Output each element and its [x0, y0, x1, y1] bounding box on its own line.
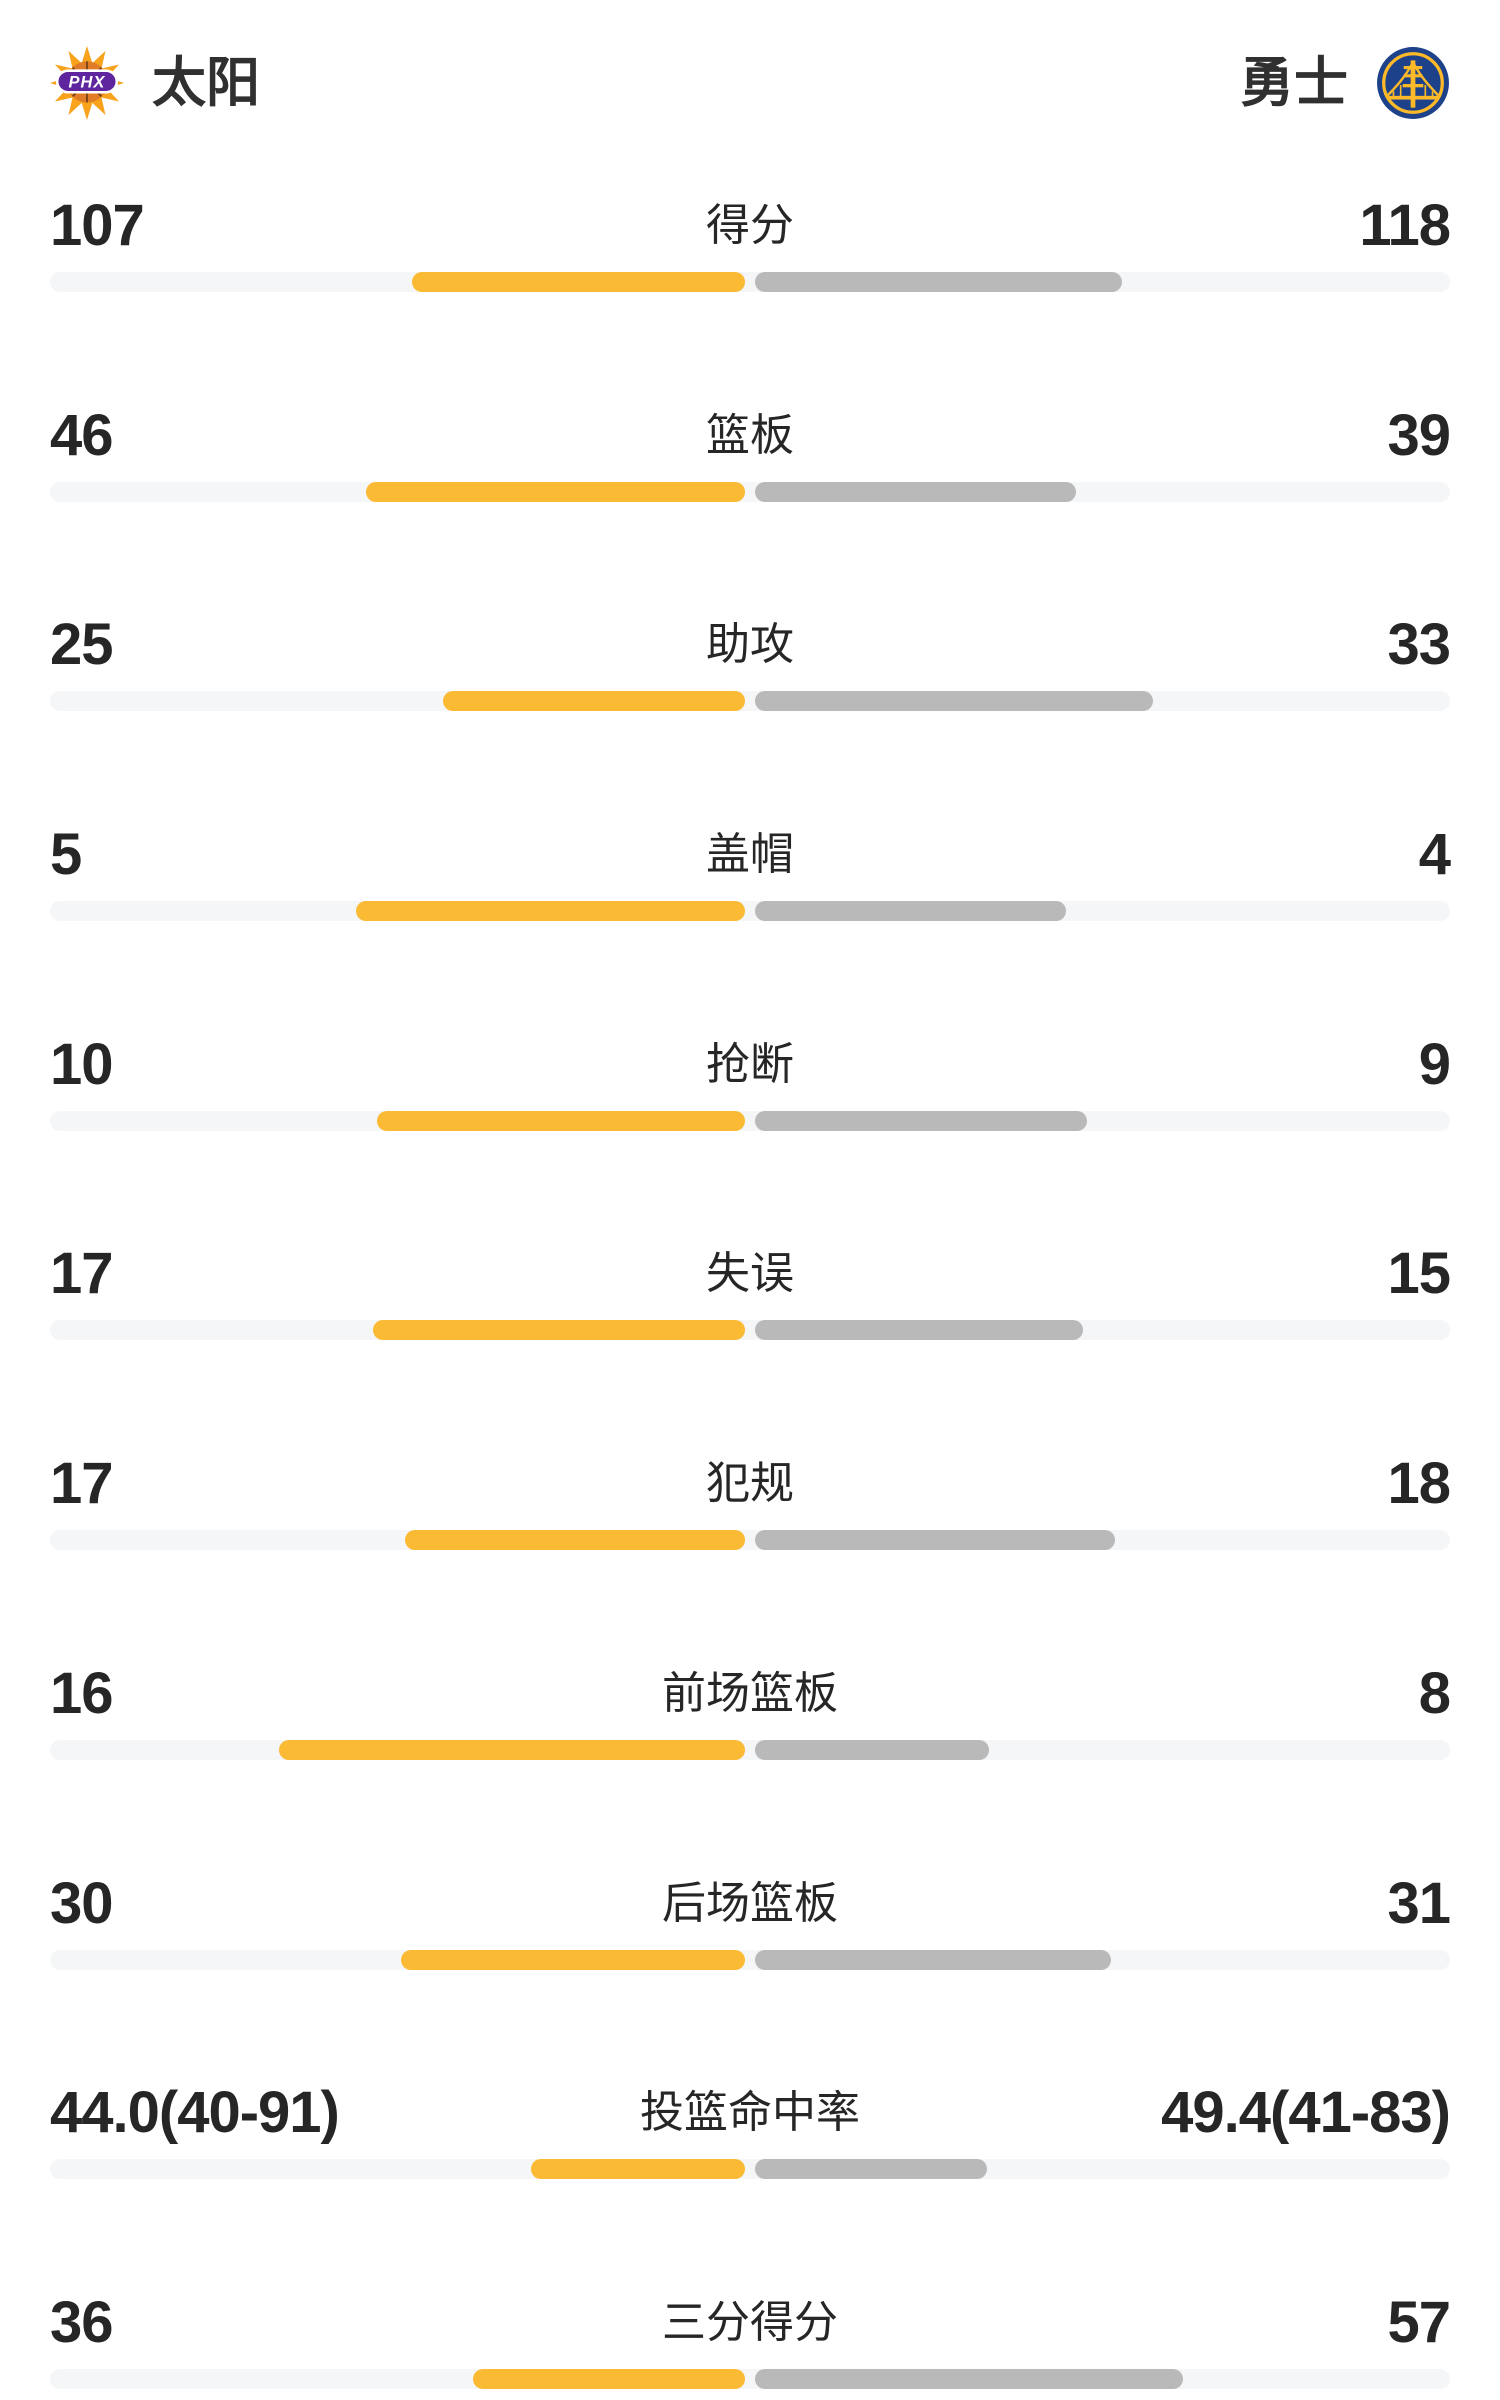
team-away[interactable]: 勇士 — [1240, 46, 1450, 120]
home-value: 10 — [50, 1031, 114, 1097]
stat-top: 36 三分得分 57 — [50, 2289, 1451, 2355]
home-value: 36 — [50, 2289, 114, 2355]
stat-label: 犯规 — [706, 1459, 794, 1509]
home-bar — [404, 1530, 745, 1551]
stat-top: 107 得分 118 — [50, 193, 1451, 258]
team-home[interactable]: PHX 太阳 — [50, 46, 260, 120]
home-value: 107 — [50, 193, 145, 258]
bar-track — [50, 272, 1450, 292]
away-bar — [755, 2159, 988, 2180]
stat-top: 25 助攻 33 — [50, 612, 1451, 678]
away-value: 15 — [1387, 1241, 1451, 1307]
bar-track — [50, 2159, 1450, 2180]
away-value: 18 — [1387, 1451, 1451, 1517]
stat-label: 盖帽 — [706, 830, 794, 880]
stat-row-fg-pct: 44.0(40-91) 投篮命中率 49.4(41-83) — [50, 2080, 1451, 2243]
home-bar — [473, 2368, 745, 2389]
away-bar — [755, 481, 1076, 502]
away-value: 49.4(41-83) — [1161, 2080, 1451, 2146]
away-bar — [755, 1949, 1111, 1970]
away-bar — [755, 1110, 1087, 1131]
home-value: 30 — [50, 1870, 114, 1936]
bar-track — [50, 1530, 1450, 1551]
stat-label: 失误 — [706, 1249, 794, 1299]
home-team-name: 太阳 — [152, 53, 260, 113]
home-bar — [372, 1320, 745, 1341]
away-bar — [755, 1739, 989, 1760]
stat-label: 后场篮板 — [662, 1878, 838, 1928]
bar-track — [50, 1110, 1450, 1131]
away-value: 9 — [1418, 1031, 1451, 1097]
stat-row-rebounds: 46 篮板 39 — [50, 402, 1451, 566]
bar-track — [50, 691, 1450, 712]
home-bar — [442, 691, 745, 712]
home-bar — [400, 1949, 745, 1970]
stat-label: 助攻 — [706, 620, 794, 670]
away-value: 33 — [1387, 612, 1451, 678]
suns-logo-icon: PHX — [50, 46, 124, 120]
stat-row-three-pt-points: 36 三分得分 57 — [50, 2289, 1451, 2400]
home-bar — [411, 272, 745, 292]
stats-list: 107 得分 118 46 篮板 39 25 助攻 — [0, 196, 1500, 2400]
stat-row-defensive-rebounds: 30 后场篮板 31 — [50, 1870, 1451, 2034]
stat-label: 得分 — [706, 201, 794, 250]
stat-row-fouls: 17 犯规 18 — [50, 1451, 1451, 1614]
bar-track — [50, 2368, 1450, 2389]
stat-label: 篮板 — [706, 410, 794, 460]
svg-text:PHX: PHX — [69, 74, 106, 92]
bar-track — [50, 1949, 1450, 1970]
home-bar — [365, 481, 745, 502]
stat-top: 44.0(40-91) 投篮命中率 49.4(41-83) — [50, 2080, 1451, 2146]
away-team-name: 勇士 — [1240, 53, 1348, 113]
stat-top: 10 抢断 9 — [50, 1031, 1451, 1097]
stat-label: 前场篮板 — [662, 1668, 838, 1718]
stat-top: 17 犯规 18 — [50, 1451, 1451, 1517]
match-header: PHX 太阳 勇士 — [0, 0, 1500, 146]
stat-label: 抢断 — [706, 1039, 794, 1089]
home-value: 17 — [50, 1241, 114, 1307]
stat-row-assists: 25 助攻 33 — [50, 612, 1451, 775]
home-value: 16 — [50, 1660, 114, 1726]
home-bar — [278, 1739, 745, 1760]
stat-top: 16 前场篮板 8 — [50, 1660, 1451, 1726]
home-value: 5 — [50, 822, 82, 888]
home-bar — [376, 1110, 745, 1131]
stat-row-turnovers: 17 失误 15 — [50, 1241, 1451, 1404]
bar-track — [50, 481, 1450, 502]
away-bar — [755, 901, 1066, 922]
stat-top: 5 盖帽 4 — [50, 822, 1451, 888]
away-value: 57 — [1387, 2289, 1451, 2355]
away-value: 118 — [1359, 193, 1451, 258]
away-value: 4 — [1418, 822, 1451, 888]
home-value: 17 — [50, 1451, 114, 1517]
home-bar — [530, 2159, 745, 2180]
stat-label: 三分得分 — [662, 2297, 838, 2347]
away-bar — [755, 691, 1153, 712]
stat-top: 17 失误 15 — [50, 1241, 1451, 1307]
bar-track — [50, 901, 1450, 922]
stat-label: 投篮命中率 — [640, 2088, 860, 2138]
warriors-logo-icon — [1376, 46, 1450, 120]
bar-track — [50, 1739, 1450, 1760]
away-bar — [755, 272, 1122, 292]
away-bar — [755, 2368, 1184, 2389]
stat-row-blocks: 5 盖帽 4 — [50, 822, 1451, 985]
home-value: 25 — [50, 612, 114, 678]
home-bar — [355, 901, 745, 922]
stat-top: 46 篮板 39 — [50, 402, 1451, 468]
away-value: 39 — [1387, 402, 1451, 468]
away-value: 31 — [1387, 1870, 1451, 1936]
stat-row-points: 107 得分 118 — [50, 193, 1451, 356]
stat-row-steals: 10 抢断 9 — [50, 1031, 1451, 1195]
stat-row-offensive-rebounds: 16 前场篮板 8 — [50, 1660, 1451, 1824]
home-value: 46 — [50, 402, 114, 468]
stat-top: 30 后场篮板 31 — [50, 1870, 1451, 1936]
away-value: 8 — [1418, 1660, 1451, 1726]
bar-track — [50, 1320, 1450, 1341]
away-bar — [755, 1530, 1115, 1551]
away-bar — [755, 1320, 1083, 1341]
home-value: 44.0(40-91) — [50, 2080, 340, 2146]
